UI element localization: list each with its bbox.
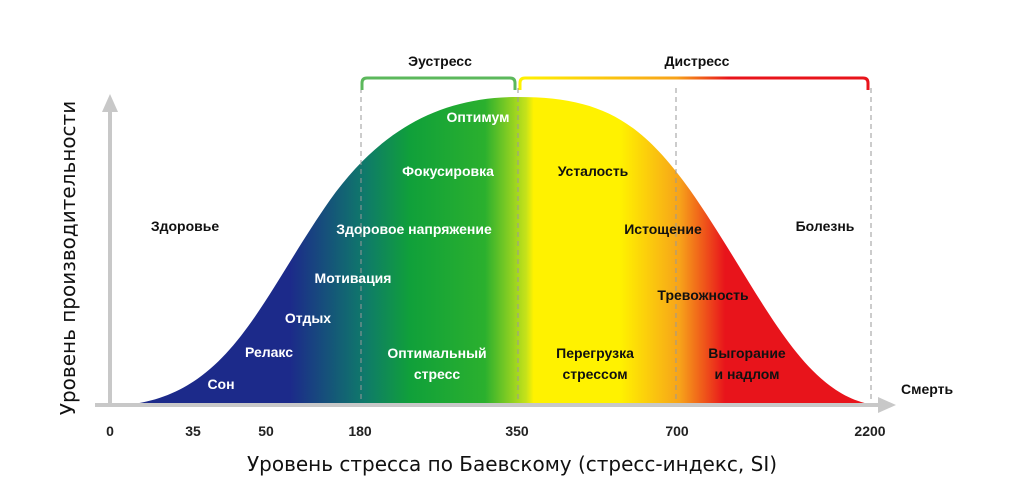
x-tick: 350 — [505, 423, 529, 439]
annotation-otdyh: Отдых — [285, 310, 331, 326]
annotation-istoschenie: Истощение — [624, 221, 702, 237]
distress-bracket — [518, 76, 870, 90]
annotation-son: Сон — [207, 376, 234, 392]
band-title-eustress: Эустресс — [408, 53, 472, 69]
annotation-optimalny: Оптимальный — [387, 345, 486, 361]
annotation-relaks: Релакс — [245, 344, 293, 360]
x-tick: 700 — [665, 423, 689, 439]
end-label: Смерть — [901, 381, 953, 397]
x-tick: 0 — [106, 423, 114, 439]
band-title-distress: Дистресс — [665, 53, 730, 69]
annotation-bolezn: Болезнь — [796, 218, 855, 234]
annotation-peregruzka: Перегрузка — [556, 345, 634, 361]
performance-curve-area — [125, 97, 875, 405]
x-axis-title: Уровень стресса по Баевскому (стресс-инд… — [247, 452, 777, 476]
x-tick: 50 — [258, 423, 274, 439]
y-axis-arrow — [102, 94, 118, 112]
x-axis-arrow — [878, 397, 896, 413]
annotation-motivaciya: Мотивация — [315, 270, 392, 286]
x-tick: 2200 — [854, 423, 885, 439]
x-tick: 180 — [348, 423, 372, 439]
annotation-stress: стресс — [414, 366, 461, 382]
annotation-i-nadlom: и надлом — [714, 366, 779, 382]
annotation-optimum: Оптимум — [447, 109, 510, 125]
annotation-fokusirovka: Фокусировка — [402, 163, 494, 179]
annotation-trevozhnost: Тревожность — [657, 287, 749, 303]
x-tick: 35 — [185, 423, 201, 439]
annotation-ustalost: Усталость — [558, 163, 629, 179]
eustress-bracket — [360, 76, 517, 90]
annotation-zdorovoe-napryazhenie: Здоровое напряжение — [336, 221, 492, 237]
y-axis-title: Уровень производительности — [56, 101, 80, 415]
annotation-zdorovye: Здоровье — [151, 218, 220, 234]
annotation-vygoranie: Выгорание — [708, 345, 786, 361]
annotation-stressom: стрессом — [562, 366, 627, 382]
